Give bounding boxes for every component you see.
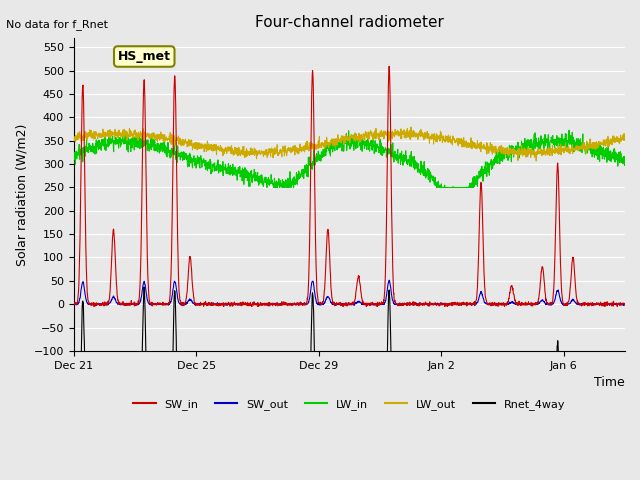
X-axis label: Time: Time (595, 376, 625, 389)
Text: No data for f_Rnet: No data for f_Rnet (6, 19, 108, 30)
Title: Four-channel radiometer: Four-channel radiometer (255, 15, 444, 30)
Legend: SW_in, SW_out, LW_in, LW_out, Rnet_4way: SW_in, SW_out, LW_in, LW_out, Rnet_4way (129, 394, 570, 414)
Y-axis label: Solar radiation (W/m2): Solar radiation (W/m2) (15, 123, 28, 265)
Text: HS_met: HS_met (118, 50, 171, 63)
